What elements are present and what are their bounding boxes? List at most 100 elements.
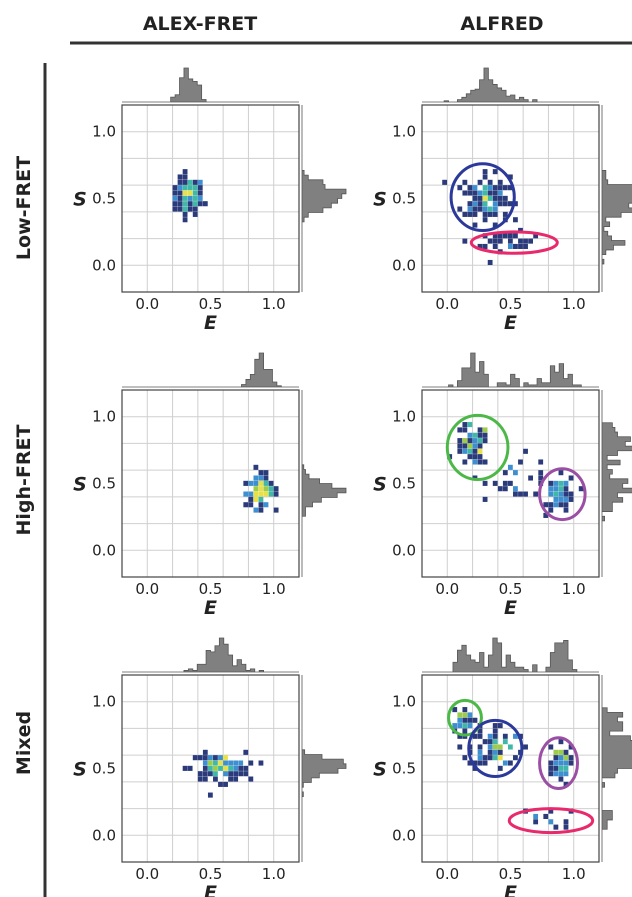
density-cell: [482, 206, 488, 212]
density-cell: [568, 491, 574, 497]
density-cell: [457, 427, 463, 433]
density-cell: [492, 195, 498, 201]
density-cell: [482, 190, 488, 196]
density-cell: [497, 765, 503, 771]
density-cell: [457, 443, 463, 449]
density-cell: [513, 755, 518, 761]
density-cell: [207, 792, 213, 798]
density-cell: [243, 765, 249, 771]
density-cell: [497, 744, 503, 750]
density-cell: [548, 760, 554, 766]
density-cell: [492, 243, 498, 249]
density-cell: [472, 733, 478, 739]
density-cell: [457, 712, 463, 718]
density-cell: [177, 185, 183, 191]
density-cell: [558, 502, 564, 508]
density-cell: [172, 195, 178, 201]
plot-frame: [421, 389, 600, 578]
density-cell: [457, 438, 463, 444]
density-cell: [223, 755, 228, 761]
density-cell: [197, 179, 203, 185]
density-cell: [457, 717, 463, 723]
panel-alfred-low-fret: 0.0 0.5 1.0 0.0 0.5 1.0 E S: [373, 67, 632, 334]
density-cell: [462, 422, 468, 428]
histogram-e: [122, 67, 299, 103]
density-cell: [477, 443, 483, 449]
density-cell: [197, 195, 203, 201]
density-cell: [202, 755, 208, 761]
density-cell: [513, 733, 518, 739]
density-cell: [462, 438, 468, 444]
density-cell: [197, 771, 203, 777]
plot-frame: [421, 104, 600, 293]
density-cell: [218, 755, 223, 761]
x-axis-label: E: [504, 312, 517, 334]
density-cell: [233, 776, 239, 782]
density-cell: [507, 174, 513, 180]
density-cell: [533, 233, 539, 239]
density-cell: [513, 201, 518, 207]
density-cell: [258, 507, 264, 513]
density-cell: [497, 755, 503, 761]
density-cell: [457, 723, 463, 729]
density-cell: [492, 185, 498, 191]
x-tick-label: 1.0: [562, 580, 586, 598]
density-cell: [507, 185, 513, 191]
histogram-s: [601, 675, 632, 862]
density-cell: [258, 760, 264, 766]
density-cell: [462, 448, 468, 454]
density-cell: [558, 491, 564, 497]
density-cell: [502, 185, 508, 191]
density-cell: [523, 744, 528, 750]
density-cell: [513, 243, 518, 249]
density-cell: [482, 427, 488, 433]
density-cell: [523, 491, 528, 497]
density-cell: [502, 195, 508, 201]
x-tick-label: 0.5: [199, 865, 223, 883]
density-cell: [467, 448, 473, 454]
density-cell: [558, 739, 564, 745]
density-cell: [523, 243, 528, 249]
y-tick-label: 1.0: [92, 123, 116, 141]
density-cell: [253, 480, 259, 486]
density-cell: [177, 206, 183, 212]
y-tick-label: 0.5: [392, 190, 416, 208]
density-cell: [497, 195, 503, 201]
histogram-e: [122, 637, 299, 673]
density-cell: [177, 190, 183, 196]
density-cell: [207, 771, 213, 777]
density-cell: [563, 496, 569, 502]
density-cell: [528, 238, 534, 244]
plot-frame: [121, 104, 300, 293]
density-cell: [207, 755, 213, 761]
population-circle-red: [469, 230, 559, 255]
density-cell: [553, 755, 559, 761]
density-cell: [543, 512, 549, 518]
x-tick-label: 1.0: [562, 865, 586, 883]
panel-alfred-high-fret: 0.0 0.5 1.0 0.0 0.5 1.0 E S: [373, 352, 632, 619]
y-axis-label: S: [373, 189, 387, 211]
density-cell: [253, 491, 259, 497]
y-tick-label: 1.0: [392, 123, 416, 141]
density-cell: [228, 765, 234, 771]
histogram-s: [601, 105, 632, 292]
density-cell: [563, 781, 569, 787]
density-cell: [492, 233, 498, 239]
density-cell: [243, 491, 249, 497]
density-cell: [457, 206, 463, 212]
density-cell: [202, 760, 208, 766]
density-cell: [482, 496, 488, 502]
density-cell: [192, 179, 198, 185]
density-cell: [218, 781, 223, 787]
histogram-e: [422, 637, 599, 673]
density-cell: [477, 744, 483, 750]
density-cell: [507, 464, 513, 470]
density-cell: [563, 749, 569, 755]
density-cell: [492, 238, 498, 244]
density-cell: [563, 486, 569, 492]
density-cell: [223, 760, 228, 766]
density-cell: [187, 185, 193, 191]
density-cell: [487, 744, 493, 750]
density-cell: [182, 179, 188, 185]
density-cell: [187, 765, 193, 771]
